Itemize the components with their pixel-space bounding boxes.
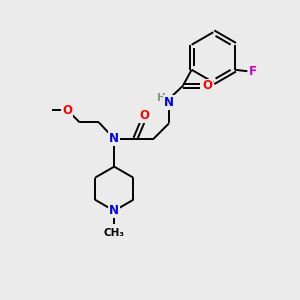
Text: N: N [164,96,174,109]
Text: CH₃: CH₃ [104,228,125,238]
Text: N: N [109,132,119,145]
Text: N: N [109,204,119,217]
Text: O: O [139,109,149,122]
Text: O: O [62,103,72,117]
Text: O: O [202,80,212,92]
Text: F: F [249,65,256,78]
Text: H: H [157,93,166,103]
